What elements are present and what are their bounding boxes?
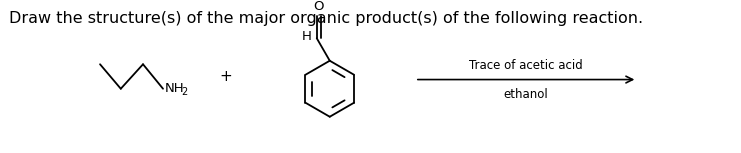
Text: NH: NH bbox=[165, 82, 185, 95]
Text: Trace of acetic acid: Trace of acetic acid bbox=[469, 59, 583, 72]
Text: +: + bbox=[219, 69, 233, 84]
Text: O: O bbox=[313, 0, 324, 13]
Text: H: H bbox=[302, 30, 312, 43]
Text: ethanol: ethanol bbox=[504, 88, 548, 101]
Text: Draw the structure(s) of the major organic product(s) of the following reaction.: Draw the structure(s) of the major organ… bbox=[9, 11, 643, 26]
Text: 2: 2 bbox=[181, 87, 187, 97]
